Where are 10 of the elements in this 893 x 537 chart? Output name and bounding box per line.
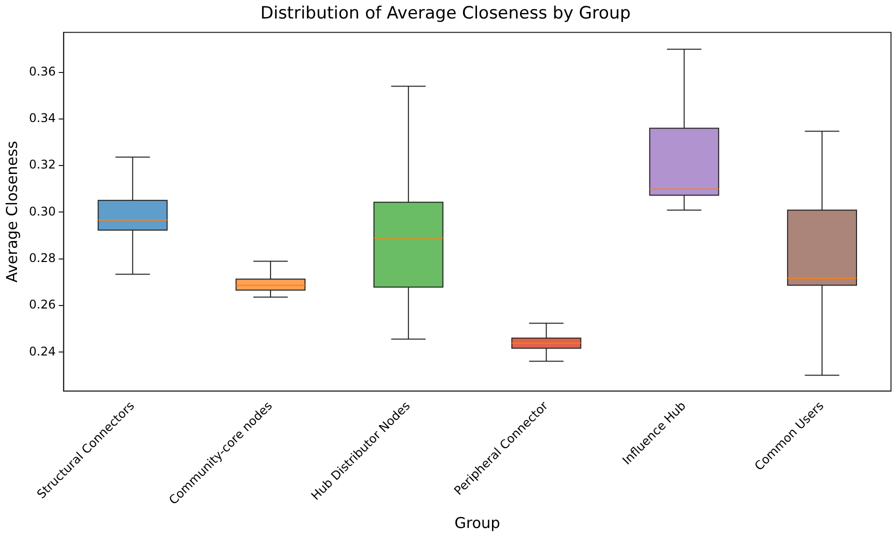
y-tick-label: 0.28 (29, 251, 56, 265)
y-axis-title: Average Closeness (2, 140, 21, 283)
y-tick-label: 0.30 (29, 204, 56, 218)
chart-title: Distribution of Average Closeness by Group (260, 4, 631, 24)
y-tick-label: 0.26 (29, 298, 56, 312)
y-tick-label: 0.24 (29, 344, 56, 358)
y-tick-label: 0.32 (29, 158, 56, 172)
x-axis-title: Group (454, 514, 500, 532)
y-tick-label: 0.36 (29, 64, 56, 78)
y-tick-label: 0.34 (29, 111, 56, 126)
